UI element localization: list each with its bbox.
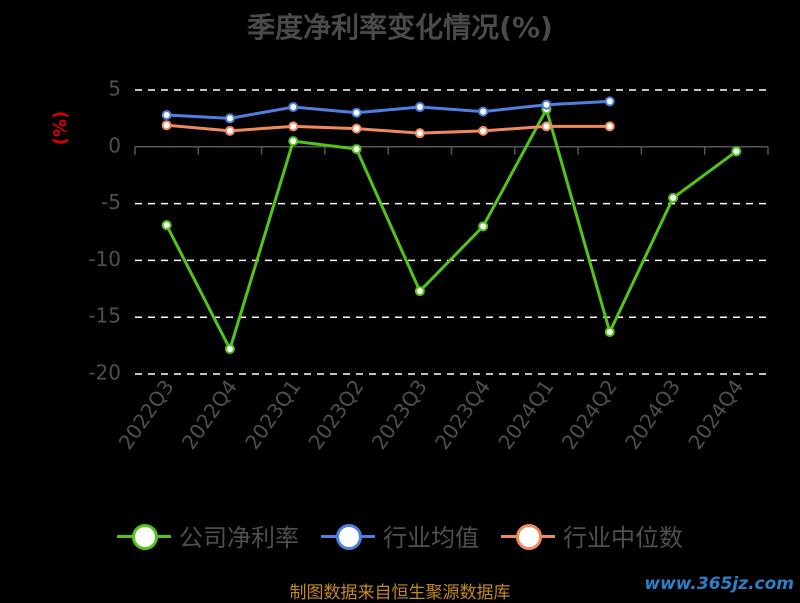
data-point[interactable] (478, 221, 489, 232)
data-point[interactable] (161, 220, 172, 231)
x-tick-label: 2023Q2 (303, 375, 368, 454)
data-point[interactable] (414, 286, 425, 297)
data-point[interactable] (604, 96, 615, 107)
x-tick-label: 2023Q3 (367, 375, 432, 454)
x-tick-label: 2024Q4 (683, 375, 748, 454)
y-axis: 5 0 -5 -10 -15 -20 (88, 77, 121, 385)
legend-label: 公司净利率 (179, 524, 299, 552)
series-group (161, 96, 742, 355)
data-point[interactable] (604, 326, 615, 337)
y-axis-label: (%) (50, 111, 71, 146)
data-point[interactable] (224, 344, 235, 355)
series-1 (161, 96, 615, 124)
series-line (165, 107, 738, 351)
x-tick-label: 2023Q4 (430, 375, 495, 454)
x-tick-label: 2022Q4 (177, 375, 242, 454)
x-tick-label: 2024Q1 (493, 375, 558, 454)
legend-marker (132, 523, 158, 550)
series-2 (161, 120, 615, 139)
watermark-logo: www.365jz.com (644, 574, 794, 594)
x-tick-label: 2024Q3 (620, 375, 685, 454)
series-line (166, 99, 610, 120)
x-tick-label: 2022Q3 (114, 375, 179, 454)
source-note: 制图数据来自恒生聚源数据库 (289, 583, 511, 603)
data-point[interactable] (731, 146, 742, 157)
legend-item[interactable]: 行业均值 (321, 518, 479, 553)
data-point[interactable] (288, 102, 299, 113)
data-point[interactable] (604, 121, 615, 132)
y-tick-label: -5 (101, 190, 121, 214)
data-point[interactable] (288, 136, 299, 147)
data-point[interactable] (668, 192, 679, 203)
series-line (166, 123, 610, 135)
y-tick-label: -20 (88, 361, 121, 385)
legend-marker (516, 523, 542, 550)
y-tick-label: 5 (108, 77, 121, 101)
x-axis: 2022Q32022Q42023Q12023Q22023Q32023Q42024… (114, 146, 769, 454)
data-point[interactable] (541, 99, 552, 110)
data-point[interactable] (224, 125, 235, 136)
data-point[interactable] (161, 120, 172, 131)
legend-swatch (117, 521, 171, 551)
chart-title: 季度净利率变化情况(%) (247, 11, 553, 44)
data-point[interactable] (351, 123, 362, 134)
data-point[interactable] (414, 128, 425, 139)
y-tick-label: -10 (88, 247, 121, 271)
legend-label: 行业中位数 (563, 524, 683, 552)
data-point[interactable] (351, 107, 362, 118)
data-point[interactable] (478, 106, 489, 117)
data-point[interactable] (351, 144, 362, 155)
legend: 公司净利率 行业均值 行业中位数 (0, 518, 800, 553)
data-point[interactable] (541, 121, 552, 132)
series-0 (161, 104, 742, 355)
y-tick-label: -15 (88, 304, 121, 328)
y-tick-label: 0 (108, 133, 121, 157)
data-point[interactable] (478, 125, 489, 136)
data-point[interactable] (414, 102, 425, 113)
legend-marker (336, 523, 362, 550)
legend-label: 行业均值 (383, 524, 479, 552)
data-point[interactable] (161, 109, 172, 120)
legend-item[interactable]: 行业中位数 (501, 518, 683, 553)
legend-item[interactable]: 公司净利率 (117, 518, 299, 553)
x-tick-label: 2024Q2 (557, 375, 622, 454)
legend-swatch (501, 521, 555, 551)
data-point[interactable] (224, 113, 235, 124)
x-tick-label: 2023Q1 (240, 375, 305, 454)
data-point[interactable] (288, 121, 299, 132)
legend-swatch (321, 521, 375, 551)
